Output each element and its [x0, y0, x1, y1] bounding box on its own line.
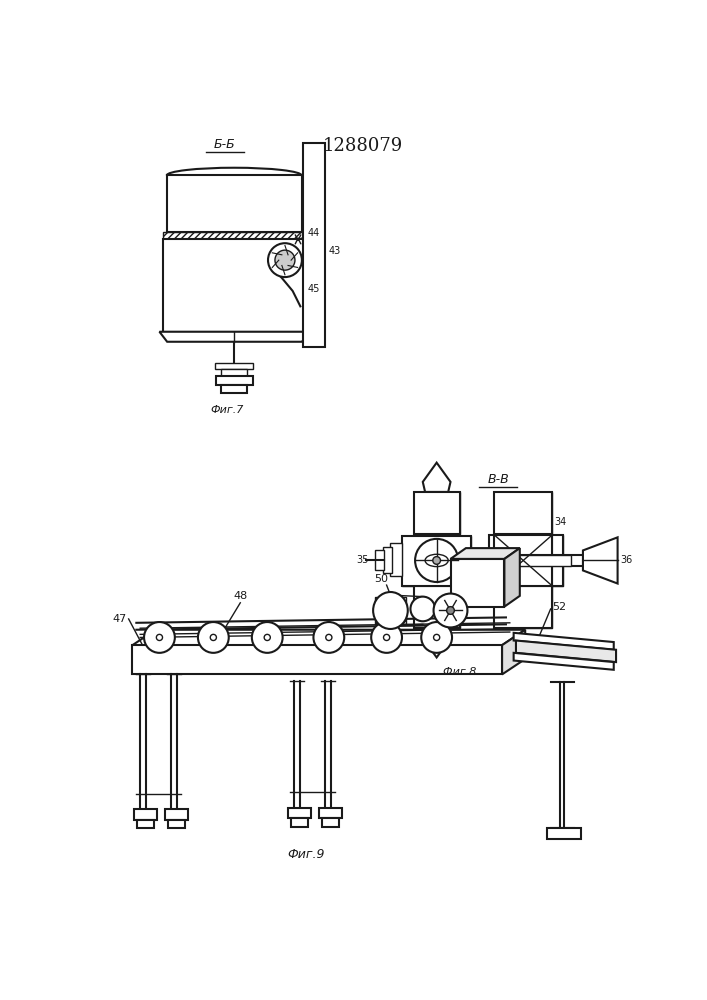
- Bar: [414, 586, 460, 628]
- Bar: [168, 820, 185, 828]
- Polygon shape: [132, 630, 525, 645]
- Bar: [167, 219, 302, 232]
- Text: 48: 48: [233, 591, 247, 601]
- Circle shape: [415, 539, 458, 582]
- Bar: [322, 818, 339, 827]
- Polygon shape: [472, 555, 606, 566]
- Text: Б-Б: Б-Б: [214, 138, 235, 151]
- Bar: [134, 809, 157, 820]
- Bar: [303, 143, 325, 347]
- Bar: [163, 239, 305, 332]
- Bar: [375, 597, 406, 624]
- Circle shape: [433, 557, 440, 564]
- Bar: [450, 559, 504, 607]
- Bar: [216, 376, 252, 385]
- Circle shape: [144, 622, 175, 653]
- Bar: [494, 535, 552, 586]
- Text: 47: 47: [113, 614, 127, 624]
- Circle shape: [313, 622, 344, 653]
- Ellipse shape: [373, 592, 408, 629]
- Bar: [402, 536, 472, 586]
- Text: 45: 45: [308, 284, 320, 294]
- Text: Фиг.9: Фиг.9: [287, 848, 325, 861]
- Circle shape: [411, 597, 435, 621]
- Bar: [288, 808, 311, 818]
- Polygon shape: [472, 555, 571, 566]
- Bar: [402, 536, 472, 586]
- Polygon shape: [514, 633, 614, 650]
- Bar: [414, 492, 460, 534]
- Circle shape: [156, 634, 163, 641]
- Text: 1288079: 1288079: [322, 137, 403, 155]
- Polygon shape: [132, 645, 502, 674]
- Bar: [167, 175, 302, 232]
- Bar: [137, 820, 154, 828]
- Bar: [414, 586, 460, 628]
- Text: 50: 50: [374, 574, 388, 584]
- Circle shape: [210, 634, 216, 641]
- Bar: [167, 175, 302, 189]
- Bar: [494, 492, 552, 534]
- Text: 51: 51: [498, 572, 513, 582]
- Text: Фиг.7: Фиг.7: [211, 405, 244, 415]
- Text: Фиг 8: Фиг 8: [443, 667, 477, 677]
- Text: 52: 52: [552, 602, 566, 612]
- Bar: [390, 544, 402, 576]
- Circle shape: [383, 634, 390, 641]
- Bar: [450, 559, 504, 607]
- Bar: [165, 809, 188, 820]
- Circle shape: [371, 622, 402, 653]
- Bar: [552, 535, 563, 586]
- Bar: [414, 492, 460, 534]
- Text: 36: 36: [620, 555, 632, 565]
- Bar: [215, 363, 253, 369]
- Circle shape: [326, 634, 332, 641]
- Text: 44: 44: [308, 228, 320, 238]
- Circle shape: [198, 622, 229, 653]
- Circle shape: [275, 250, 295, 270]
- Bar: [291, 818, 308, 827]
- Polygon shape: [502, 630, 525, 674]
- Circle shape: [421, 622, 452, 653]
- Bar: [552, 535, 563, 586]
- Circle shape: [268, 243, 302, 277]
- Polygon shape: [450, 548, 520, 559]
- Text: 49: 49: [454, 563, 468, 573]
- Bar: [319, 808, 342, 818]
- Circle shape: [433, 634, 440, 641]
- Circle shape: [264, 634, 270, 641]
- Bar: [489, 535, 500, 586]
- Text: 34: 34: [554, 517, 567, 527]
- Circle shape: [447, 607, 455, 614]
- Polygon shape: [423, 628, 450, 657]
- Polygon shape: [423, 463, 450, 492]
- Bar: [494, 586, 552, 628]
- Bar: [221, 385, 247, 393]
- Polygon shape: [583, 537, 618, 584]
- Polygon shape: [514, 653, 614, 670]
- Polygon shape: [504, 548, 520, 607]
- Ellipse shape: [425, 554, 448, 567]
- Bar: [375, 597, 406, 624]
- Circle shape: [252, 622, 283, 653]
- Circle shape: [433, 594, 467, 627]
- Text: В-В: В-В: [487, 473, 509, 486]
- Bar: [382, 547, 392, 573]
- Polygon shape: [160, 332, 310, 342]
- Polygon shape: [516, 641, 616, 662]
- Text: 43: 43: [329, 246, 341, 256]
- Bar: [221, 369, 247, 376]
- Bar: [494, 492, 552, 534]
- Bar: [547, 828, 581, 839]
- Bar: [163, 232, 305, 245]
- Bar: [375, 550, 385, 570]
- Bar: [489, 535, 500, 586]
- Bar: [494, 586, 552, 628]
- Text: 35: 35: [356, 555, 369, 565]
